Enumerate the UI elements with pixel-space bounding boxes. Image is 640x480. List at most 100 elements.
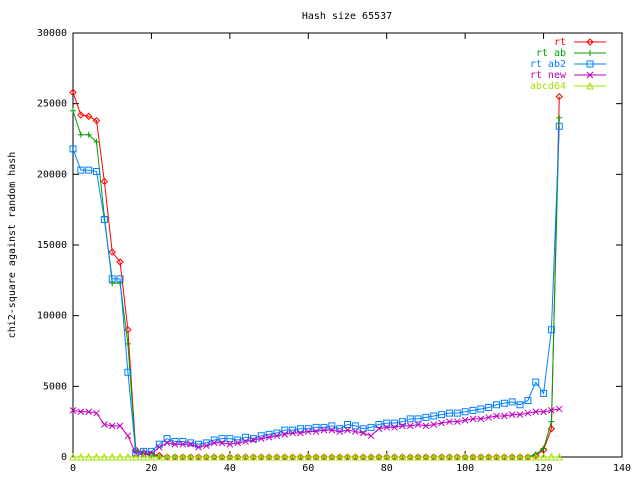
point <box>461 416 469 424</box>
point <box>109 280 116 287</box>
point <box>414 421 422 428</box>
point <box>124 452 132 461</box>
chart-title: Hash size 65537 <box>302 11 392 22</box>
point <box>242 433 250 441</box>
point <box>445 452 454 461</box>
point <box>265 452 273 461</box>
point <box>85 166 93 174</box>
point <box>265 433 273 441</box>
point <box>586 71 594 79</box>
point <box>186 452 195 461</box>
point <box>477 415 485 423</box>
point <box>328 422 336 430</box>
point <box>493 401 501 409</box>
point <box>532 408 540 416</box>
y-tick-label: 20000 <box>37 169 67 180</box>
point <box>210 452 218 461</box>
point <box>69 145 77 153</box>
point <box>586 60 594 68</box>
point <box>430 421 438 428</box>
point <box>555 405 563 413</box>
point <box>100 452 109 461</box>
point <box>540 445 547 452</box>
legend-label: abcd64 <box>530 81 566 92</box>
point <box>70 107 76 114</box>
point <box>524 396 532 404</box>
point <box>367 423 375 431</box>
point <box>273 432 281 440</box>
point <box>296 425 304 433</box>
point <box>477 405 485 413</box>
point <box>359 452 367 461</box>
point <box>398 452 407 461</box>
point <box>485 414 493 421</box>
point <box>516 452 524 461</box>
point <box>202 439 210 447</box>
legend-label: rt new <box>530 70 567 81</box>
point <box>344 426 351 434</box>
point <box>453 418 461 426</box>
point <box>399 422 406 430</box>
point <box>289 429 296 437</box>
point <box>163 439 171 447</box>
point <box>461 408 469 416</box>
point <box>108 248 116 256</box>
point <box>155 440 163 448</box>
point <box>273 452 281 461</box>
point <box>508 398 516 406</box>
point <box>382 452 391 461</box>
point <box>85 131 92 138</box>
point <box>288 452 297 461</box>
point <box>147 447 155 455</box>
y-tick-label: 5000 <box>43 381 67 392</box>
point <box>328 426 336 434</box>
point <box>233 452 242 461</box>
point <box>477 452 485 461</box>
point <box>547 452 556 461</box>
point <box>422 452 430 461</box>
point <box>437 452 446 461</box>
point <box>124 432 132 440</box>
point <box>312 452 320 461</box>
legend-label: rt ab <box>536 48 566 59</box>
point <box>485 404 493 412</box>
point <box>469 406 477 414</box>
y-tick-label: 0 <box>61 452 67 463</box>
point <box>391 419 399 427</box>
point <box>155 443 163 451</box>
point <box>273 429 281 437</box>
point <box>210 439 218 447</box>
point <box>586 38 594 46</box>
point <box>359 429 367 437</box>
point <box>430 412 438 420</box>
point <box>187 440 194 448</box>
point <box>93 138 100 145</box>
point <box>461 452 469 461</box>
point <box>280 452 289 461</box>
point <box>555 452 564 461</box>
x-tick-label: 120 <box>535 463 553 474</box>
point <box>453 452 462 461</box>
point <box>257 435 265 442</box>
point <box>547 326 555 334</box>
point <box>195 443 202 451</box>
point <box>116 275 124 283</box>
point <box>375 420 383 428</box>
point <box>108 422 116 430</box>
point <box>132 449 140 457</box>
point <box>320 452 328 461</box>
y-axis-label: chi2-square against random hash <box>7 152 18 339</box>
point <box>226 440 234 448</box>
x-tick-label: 100 <box>456 463 474 474</box>
point <box>116 452 124 461</box>
point <box>100 177 109 186</box>
point <box>429 452 438 461</box>
point <box>336 425 344 433</box>
point <box>77 166 85 174</box>
point <box>524 452 532 461</box>
point <box>516 411 524 418</box>
point <box>77 408 85 416</box>
point <box>351 452 360 461</box>
point <box>84 112 93 121</box>
point <box>84 452 93 461</box>
